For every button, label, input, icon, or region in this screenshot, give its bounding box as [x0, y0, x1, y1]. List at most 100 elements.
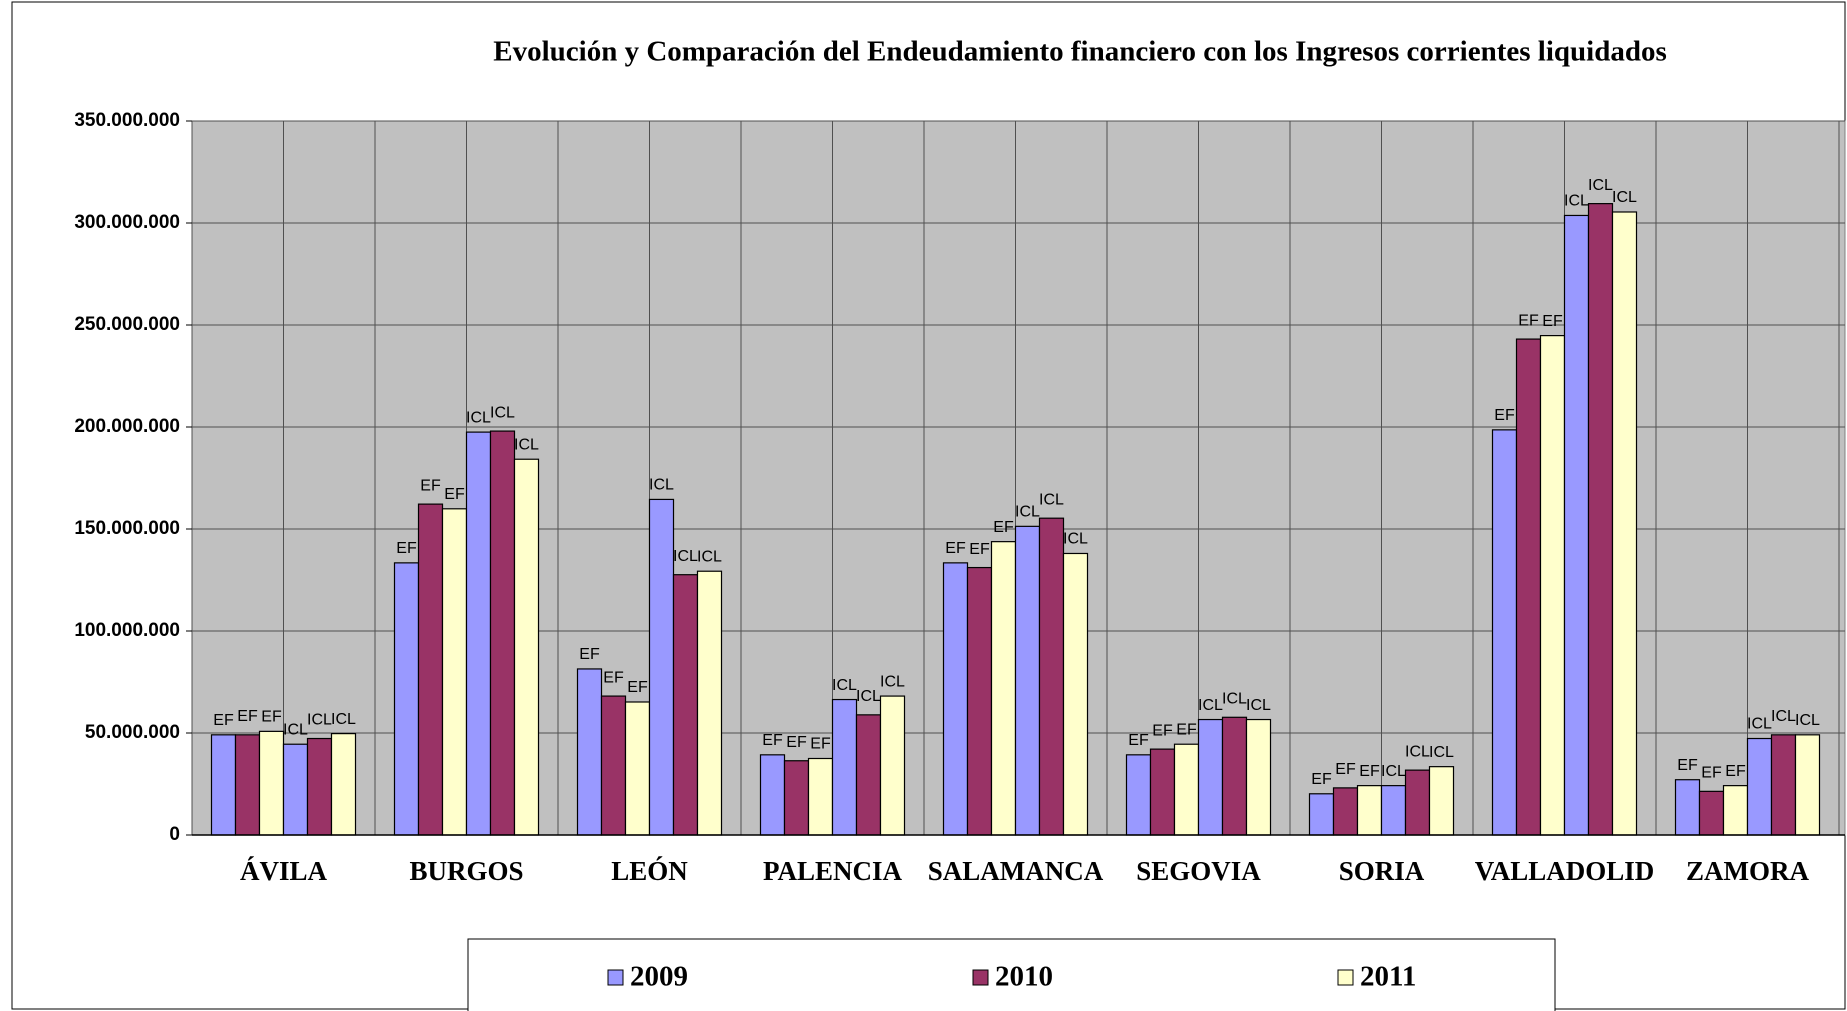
bar [879, 695, 906, 836]
bar-label: EF [762, 732, 783, 749]
bar [696, 570, 723, 836]
bar-label: EF [1494, 407, 1515, 424]
bar [1149, 748, 1176, 836]
bar-label: EF [1335, 761, 1356, 778]
bar-label: ICL [1381, 763, 1406, 780]
y-tick-label: 150.000.000 [74, 518, 180, 539]
bar [234, 734, 261, 836]
bar [258, 730, 285, 836]
bar [1221, 716, 1248, 836]
bar [1611, 211, 1638, 836]
y-tick-label: 50.000.000 [85, 722, 180, 743]
bar [465, 431, 492, 836]
bar [1380, 785, 1407, 836]
x-tick-label: VALLADOLID [1475, 856, 1655, 886]
bar-label: ICL [1747, 716, 1772, 733]
bar-label: EF [945, 540, 966, 557]
bar [1125, 754, 1152, 836]
bar [1038, 517, 1065, 836]
bar [417, 503, 444, 836]
bar [1563, 214, 1590, 836]
bar-label: ICL [1063, 531, 1088, 548]
bar [624, 701, 651, 836]
bar-label: ICL [490, 404, 515, 421]
bar [1770, 734, 1797, 836]
bar [648, 498, 675, 836]
bar [210, 734, 237, 836]
bar [966, 566, 993, 836]
bar [807, 757, 834, 836]
bar-label: EF [1152, 722, 1173, 739]
bar [1587, 203, 1614, 836]
legend-swatch [607, 969, 624, 986]
bar-label: EF [1542, 313, 1563, 330]
bar [330, 733, 357, 836]
y-tick-label: 0 [169, 824, 180, 845]
bar [1308, 793, 1335, 836]
bar-label: EF [579, 646, 600, 663]
bar [576, 668, 603, 836]
bar-label: EF [1701, 765, 1722, 782]
bar-label: ICL [697, 548, 722, 565]
bar [1746, 737, 1773, 836]
bar [1062, 552, 1089, 836]
bar-label: EF [969, 541, 990, 558]
bar-label: ICL [1246, 697, 1271, 714]
bar-label: EF [1311, 771, 1332, 788]
bar [1794, 734, 1821, 836]
bar-label: ICL [1795, 712, 1820, 729]
bar-label: ICL [880, 673, 905, 690]
bar-label: ICL [649, 477, 674, 494]
legend-label: 2011 [1360, 961, 1416, 993]
x-tick-label: ÁVILA [240, 856, 328, 886]
bar [1515, 338, 1542, 836]
bar [513, 458, 540, 836]
legend-box [467, 938, 1556, 1011]
x-tick-label: SORIA [1339, 856, 1425, 886]
bar [1356, 785, 1383, 836]
bar-label: EF [1359, 763, 1380, 780]
bar-label: ICL [1015, 504, 1040, 521]
x-tick-label: PALENCIA [763, 856, 903, 886]
bar-label: EF [213, 712, 234, 729]
x-tick-label: LEÓN [611, 856, 688, 886]
bar [990, 541, 1017, 836]
bar-label: ICL [1198, 697, 1223, 714]
bar-label: EF [1176, 721, 1197, 738]
bar [1332, 787, 1359, 836]
bar-label: ICL [466, 409, 491, 426]
bar [600, 695, 627, 836]
bar-label: ICL [856, 688, 881, 705]
x-tick-label: ZAMORA [1686, 856, 1809, 886]
bar [783, 760, 810, 836]
bar-label: EF [1725, 763, 1746, 780]
bar-label: ICL [514, 436, 539, 453]
bar-label: EF [237, 708, 258, 725]
legend-label: 2010 [995, 961, 1053, 993]
bar [1245, 718, 1272, 836]
legend-swatch [1337, 969, 1354, 986]
bar-label: EF [810, 736, 831, 753]
bar-label: ICL [1429, 744, 1454, 761]
legend-label: 2009 [630, 961, 688, 993]
bar-label: EF [786, 734, 807, 751]
y-tick-label: 200.000.000 [74, 416, 180, 437]
bar [855, 714, 882, 836]
bar [1698, 790, 1725, 836]
bar-label: EF [627, 679, 648, 696]
y-tick-label: 350.000.000 [74, 110, 180, 131]
bar [1197, 718, 1224, 836]
bar [441, 508, 468, 836]
bar [759, 754, 786, 836]
bar-label: ICL [1588, 177, 1613, 194]
bar-label: EF [993, 519, 1014, 536]
bar-label: EF [1128, 732, 1149, 749]
bar-label: EF [261, 709, 282, 726]
bar-label: ICL [1564, 193, 1589, 210]
bar [393, 562, 420, 836]
y-tick-label: 250.000.000 [74, 314, 180, 335]
bar [1674, 779, 1701, 836]
bar [942, 562, 969, 836]
bar [1539, 335, 1566, 836]
